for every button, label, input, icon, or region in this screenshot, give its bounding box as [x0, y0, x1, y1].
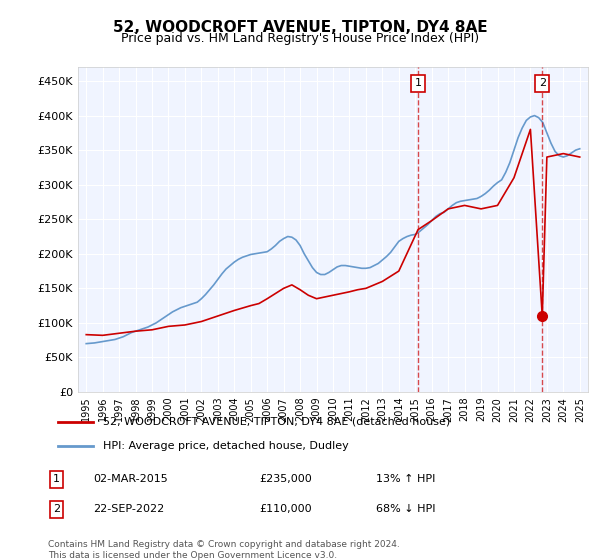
Text: 2: 2: [539, 78, 546, 88]
Text: 52, WOODCROFT AVENUE, TIPTON, DY4 8AE: 52, WOODCROFT AVENUE, TIPTON, DY4 8AE: [113, 20, 487, 35]
Text: 2: 2: [53, 505, 60, 515]
Text: 02-MAR-2015: 02-MAR-2015: [94, 474, 168, 484]
Text: 22-SEP-2022: 22-SEP-2022: [94, 505, 164, 515]
Text: 13% ↑ HPI: 13% ↑ HPI: [376, 474, 435, 484]
Text: 68% ↓ HPI: 68% ↓ HPI: [376, 505, 435, 515]
Text: 1: 1: [53, 474, 60, 484]
Text: £110,000: £110,000: [260, 505, 313, 515]
Text: Contains HM Land Registry data © Crown copyright and database right 2024.
This d: Contains HM Land Registry data © Crown c…: [48, 540, 400, 560]
Text: HPI: Average price, detached house, Dudley: HPI: Average price, detached house, Dudl…: [103, 441, 349, 451]
Text: 52, WOODCROFT AVENUE, TIPTON, DY4 8AE (detached house): 52, WOODCROFT AVENUE, TIPTON, DY4 8AE (d…: [103, 417, 451, 427]
Text: 1: 1: [415, 78, 422, 88]
Text: Price paid vs. HM Land Registry's House Price Index (HPI): Price paid vs. HM Land Registry's House …: [121, 32, 479, 45]
Text: £235,000: £235,000: [260, 474, 313, 484]
